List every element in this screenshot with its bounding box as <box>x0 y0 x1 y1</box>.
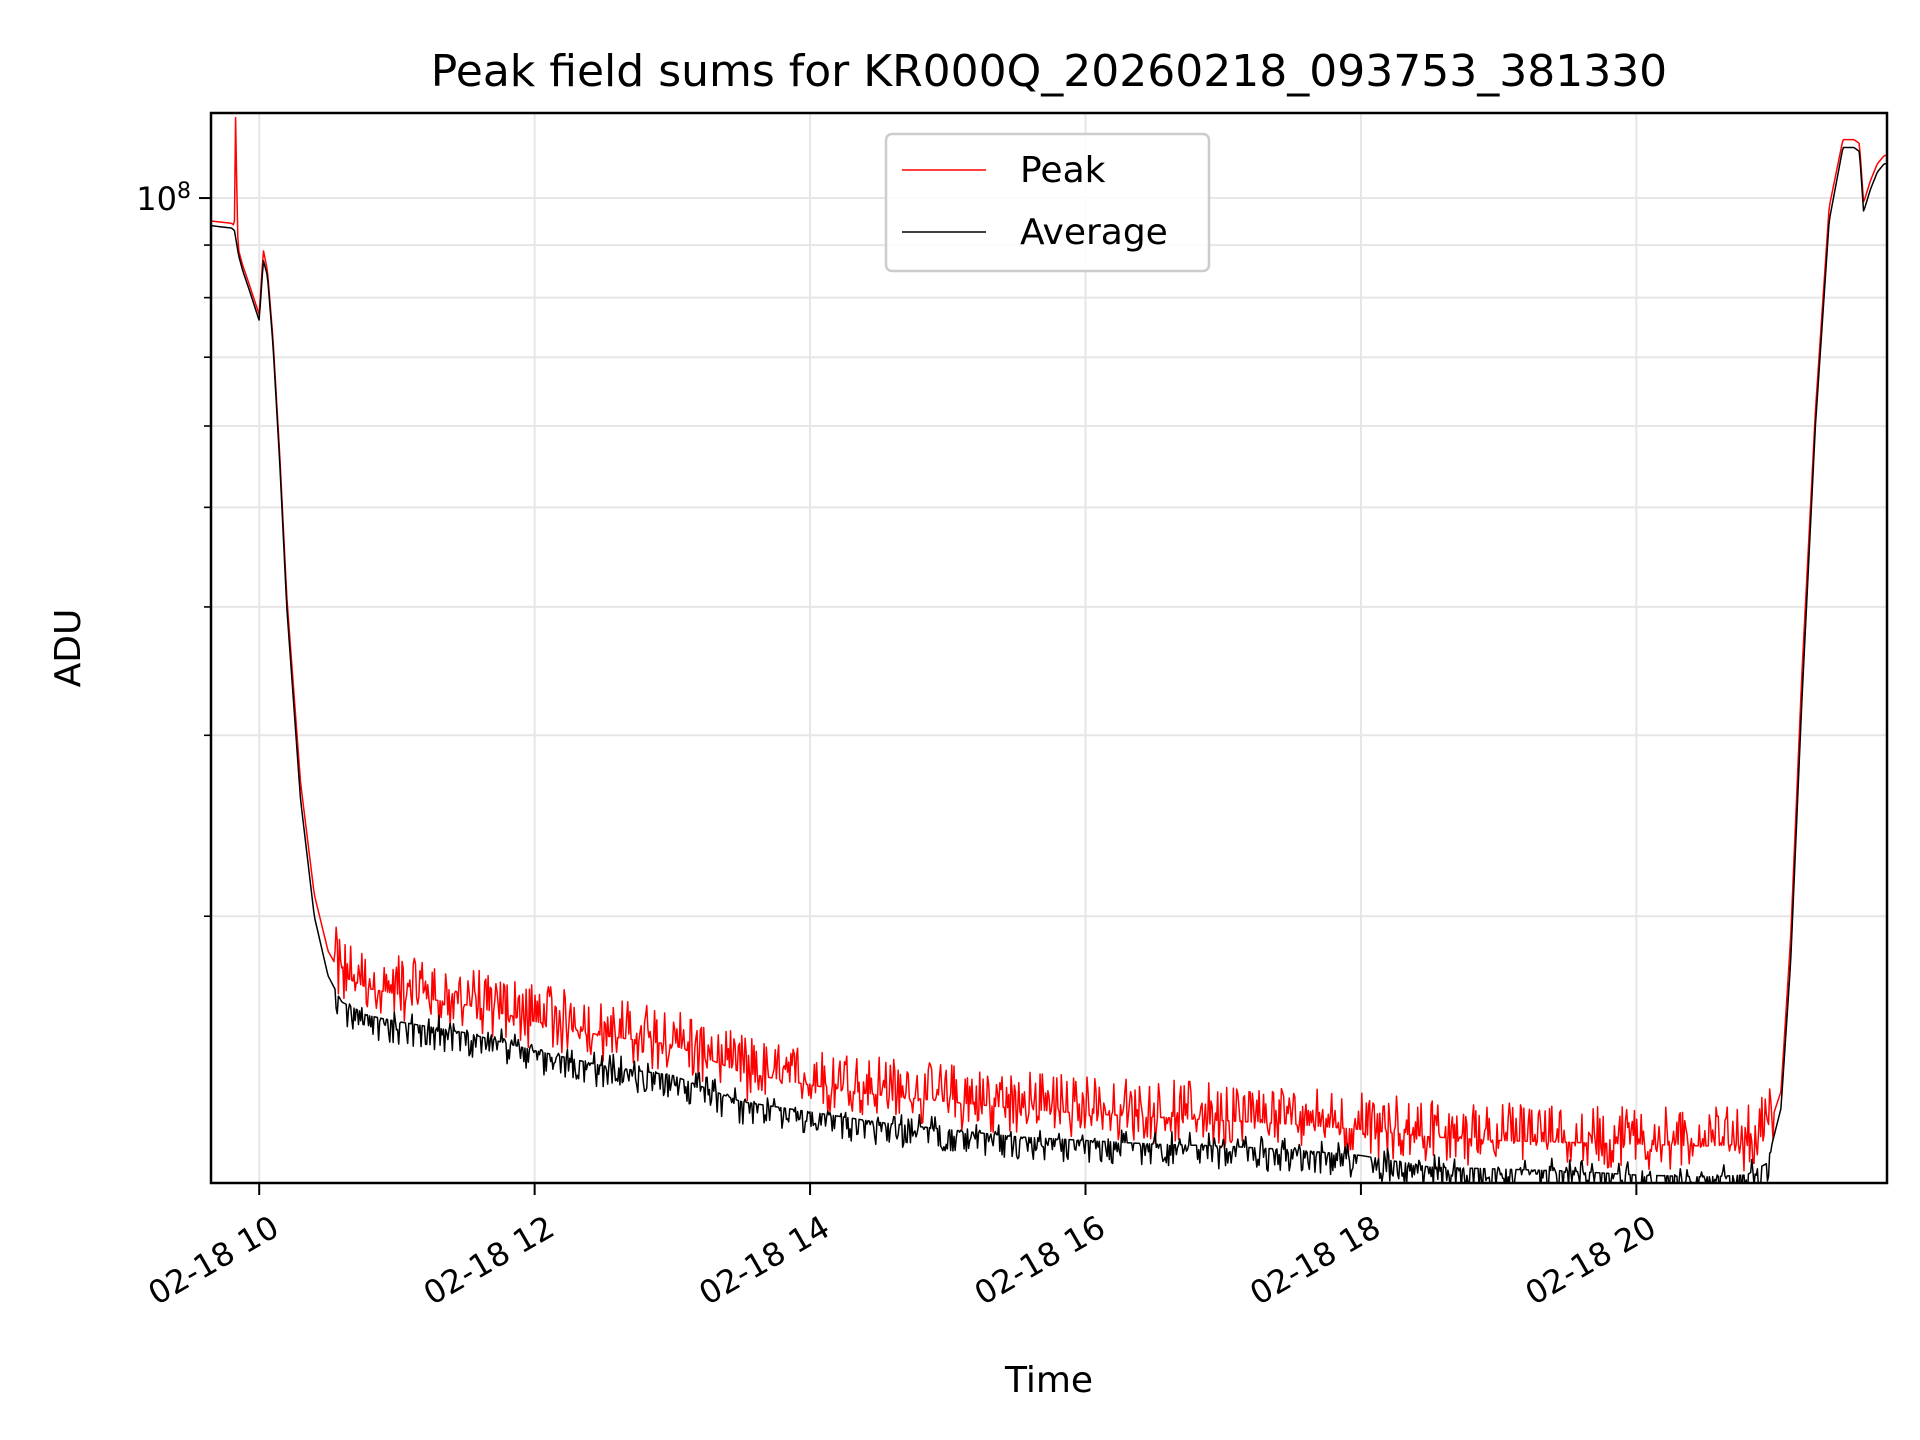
legend-box <box>884 132 1211 273</box>
y-axis-label: ADU <box>48 609 89 688</box>
series-line-average <box>211 146 1887 1183</box>
plot-frame <box>209 111 1889 1185</box>
series-line-peak <box>211 116 1887 1172</box>
chart-title: Peak field sums for KR000Q_20260218_0937… <box>431 46 1667 97</box>
legend-label-average: Average <box>1020 212 1168 253</box>
x-axis-label: Time <box>1004 1360 1093 1401</box>
legend: Peak Average <box>884 132 1211 273</box>
y-tick-label: 108 <box>136 179 191 219</box>
legend-label-peak: Peak <box>1020 150 1106 191</box>
series-layer <box>211 116 1887 1183</box>
